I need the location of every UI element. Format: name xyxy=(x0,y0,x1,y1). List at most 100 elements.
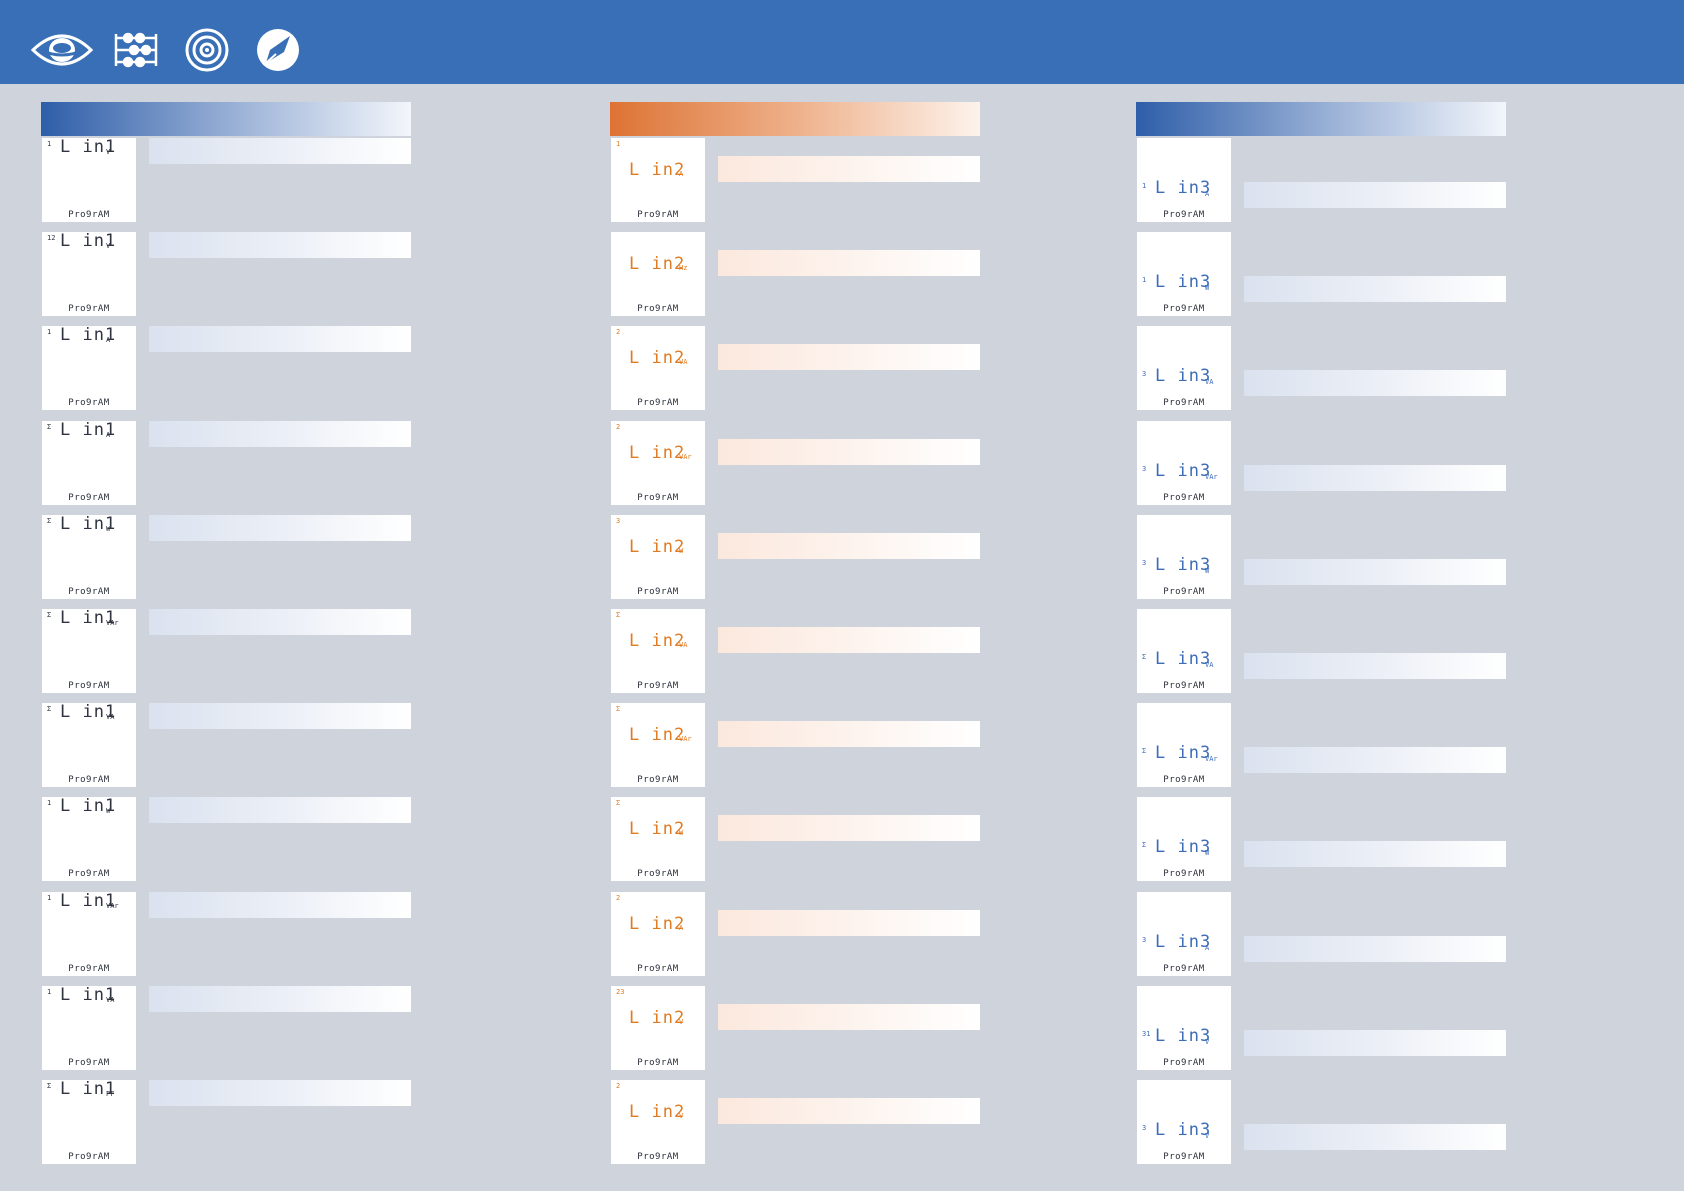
edit-icon[interactable] xyxy=(246,26,310,74)
description-bar xyxy=(718,532,980,559)
lcd-unit: VAr xyxy=(1205,472,1218,481)
lcd-program-label: Pro9rAM xyxy=(1163,681,1205,691)
menu-row: Σ L in1 VAr Pro9rAM xyxy=(41,608,411,693)
description-bar xyxy=(718,250,980,277)
menu-row: 1 L in1 W Pro9rAM xyxy=(41,796,411,882)
lcd-code: L in3 xyxy=(1155,837,1212,858)
lcd-code: L in2 xyxy=(629,536,686,557)
lcd-program-label: Pro9rAM xyxy=(68,210,110,220)
menu-row: Σ L in3 VA Pro9rAM xyxy=(1136,609,1506,693)
lcd-display: 3 L in3 W Pro9rAM xyxy=(1137,514,1231,599)
description-bar xyxy=(718,1098,980,1124)
lcd-code: L in2 xyxy=(629,1007,686,1028)
lcd-code: L in3 xyxy=(1155,1120,1212,1140)
menu-row: Σ L in2 VA Pro9rAM xyxy=(610,609,980,693)
description-bar xyxy=(149,609,411,635)
lcd-unit: VA xyxy=(679,641,688,649)
lcd-display: Σ L in1 PF Pro9rAM xyxy=(42,1079,136,1164)
lcd-index: 1 xyxy=(47,140,52,148)
description-bar xyxy=(149,797,411,824)
description-bar xyxy=(149,514,411,541)
lcd-unit: A xyxy=(679,170,684,178)
lcd-unit: VA xyxy=(1205,661,1214,669)
lcd-unit: VAr xyxy=(106,901,119,910)
lcd-unit: VA xyxy=(679,358,688,367)
lcd-unit: W xyxy=(1205,284,1210,293)
lcd-index: 2 xyxy=(616,422,621,431)
lcd-program-label: Pro9rAM xyxy=(1163,492,1205,503)
lcd-program-label: Pro9rAM xyxy=(637,398,679,409)
lcd-unit: V xyxy=(679,1017,684,1026)
lcd-code: L in3 xyxy=(1155,460,1212,481)
description-bar xyxy=(718,1003,980,1030)
lcd-index: 1 xyxy=(47,893,52,902)
lcd-display: 3 L in3 A Pro9rAM xyxy=(1137,891,1231,976)
lcd-program-label: Pro9rAM xyxy=(637,492,679,503)
lcd-unit: Hz xyxy=(679,264,688,273)
menu-row: 1 L in1 A Pro9rAM xyxy=(41,325,411,411)
lcd-index: 3 xyxy=(1142,370,1147,379)
description-bar xyxy=(718,721,980,748)
target-icon[interactable] xyxy=(175,26,239,74)
lcd-code: L in2 xyxy=(629,348,686,369)
lcd-index: Σ xyxy=(47,1082,52,1090)
description-bar xyxy=(1244,1029,1506,1056)
lcd-program-label: Pro9rAM xyxy=(1163,1057,1205,1068)
lcd-display: Σ L in1 VA Pro9rAM xyxy=(42,702,136,788)
lcd-code: L in1 xyxy=(60,890,117,911)
lcd-code: L in3 xyxy=(1155,178,1212,198)
lcd-display: Σ L in2 VAr Pro9rAM xyxy=(611,703,705,788)
lcd-index: Σ xyxy=(1142,747,1147,756)
description-bar xyxy=(149,326,411,353)
lcd-code: L in3 xyxy=(1155,366,1212,387)
lcd-display: Σ L in2 W Pro9rAM xyxy=(611,797,705,882)
lcd-index: 2 xyxy=(616,328,621,337)
lcd-code: L in3 xyxy=(1155,272,1212,293)
lcd-index: 3 xyxy=(1142,1124,1147,1132)
lcd-code: L in3 xyxy=(1155,649,1212,669)
menu-row: Σ L in1 PF Pro9rAM xyxy=(41,1079,411,1164)
lcd-unit: VAr xyxy=(1205,755,1218,764)
menu-row: 3 L in3 A Pro9rAM xyxy=(1136,891,1506,976)
lcd-display: 1 L in3 A Pro9rAM xyxy=(1137,138,1231,222)
lcd-code: L in2 xyxy=(629,442,686,463)
lcd-unit: VA xyxy=(106,713,115,722)
lcd-index: 3 xyxy=(1142,935,1147,944)
menu-row: Σ L in3 W Pro9rAM xyxy=(1136,797,1506,882)
lcd-program-label: Pro9rAM xyxy=(1163,963,1205,974)
lcd-index: Σ xyxy=(47,422,52,431)
description-bar xyxy=(718,627,980,653)
lcd-program-label: Pro9rAM xyxy=(68,681,110,691)
description-bar xyxy=(1244,276,1506,303)
lcd-code: L in1 xyxy=(60,984,117,1005)
lcd-program-label: Pro9rAM xyxy=(68,1152,110,1162)
lcd-code: L in2 xyxy=(629,725,686,746)
description-bar xyxy=(1244,182,1506,208)
description-bar xyxy=(149,703,411,730)
lcd-unit: VA xyxy=(106,995,115,1004)
lcd-unit: VAr xyxy=(679,735,692,744)
lcd-unit: A xyxy=(1205,190,1210,198)
description-bar xyxy=(149,985,411,1012)
description-bar xyxy=(1244,747,1506,774)
lcd-index: Σ xyxy=(616,705,621,714)
column-header-line-1 xyxy=(41,102,411,136)
lcd-program-label: Pro9rAM xyxy=(68,1057,110,1068)
lcd-program-label: Pro9rAM xyxy=(637,1057,679,1068)
lcd-program-label: Pro9rAM xyxy=(1163,869,1205,880)
lcd-program-label: Pro9rAM xyxy=(1163,1152,1205,1162)
sliders-icon[interactable] xyxy=(106,26,170,74)
lcd-index: 2 xyxy=(616,893,621,902)
description-bar xyxy=(149,1080,411,1106)
lcd-unit: A xyxy=(679,923,684,932)
lcd-display: Σ L in2 VA Pro9rAM xyxy=(611,609,705,693)
lcd-display: 1 L in1 W Pro9rAM xyxy=(42,796,136,882)
eye-icon[interactable] xyxy=(30,26,94,74)
lcd-code: L in1 xyxy=(60,419,117,440)
menu-row: 1 L in2 A Pro9rAM xyxy=(610,138,980,222)
lcd-display: 3 L in2 W Pro9rAM xyxy=(611,514,705,599)
lcd-code: L in2 xyxy=(629,1102,686,1122)
menu-row: 2 L in2 VA Pro9rAM xyxy=(610,326,980,411)
